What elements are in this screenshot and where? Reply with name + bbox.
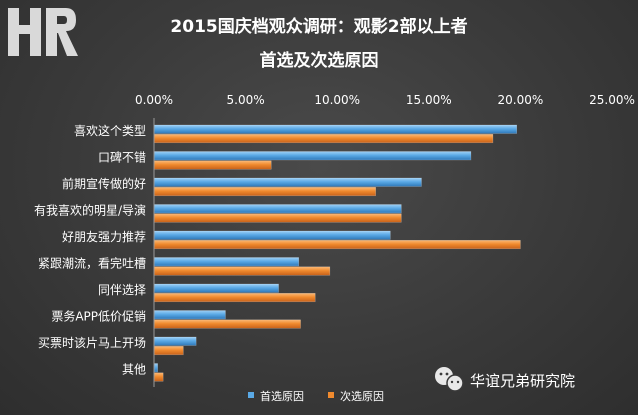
bar-first-choice [153,257,299,267]
category-label: 同伴选择 [98,283,146,297]
legend-swatch-second-choice [328,392,334,398]
category-label: 其他 [122,363,146,377]
bar-second-choice [153,319,301,329]
chart-title: 2015国庆档观众调研：观影2部以上者 [170,16,467,37]
legend-label-second-choice: 次选原因 [340,389,384,403]
bar-second-choice [153,213,402,223]
bar-first-choice [153,336,197,346]
bar-first-choice [153,230,391,240]
category-label: 买票时该片马上开场 [38,336,146,350]
category-label: 紧跟潮流，看完吐槽 [38,256,146,271]
x-tick-label: 20.00% [498,93,544,107]
bar-first-choice [153,204,402,214]
watermark: 华谊兄弟研究院 [435,367,575,392]
category-label: 喜欢这个类型 [74,123,146,138]
legend-label-first-choice: 首选原因 [260,389,304,403]
bar-second-choice [153,266,331,276]
bar-first-choice [153,177,422,187]
wechat-icon [435,367,464,392]
hr-logo [8,8,78,56]
x-tick-label: 5.00% [227,93,265,107]
bar-first-choice [153,310,226,320]
x-tick-label: 10.00% [314,93,360,107]
legend: 首选原因 次选原因 [248,389,384,403]
bar-second-choice [153,346,184,356]
bar-first-choice [153,283,279,293]
legend-swatch-first-choice [248,392,254,398]
bar-first-choice [153,151,472,161]
category-label: 有我喜欢的明星/导演 [34,203,146,218]
bar-second-choice [153,187,376,197]
bar-second-choice [153,160,272,170]
bar-second-choice [153,372,164,382]
x-tick-label: 0.00% [135,93,173,107]
category-label: 口碑不错 [98,150,146,165]
bar-second-choice [153,240,521,250]
bar-first-choice [153,363,158,373]
category-label: 票务APP低价促销 [51,309,146,324]
category-label: 好朋友强力推荐 [62,230,146,244]
x-tick-label: 25.00% [589,93,635,107]
bar-first-choice [153,124,517,134]
bar-second-choice [153,293,316,303]
bar-second-choice [153,134,494,144]
chart-subtitle: 首选及次选原因 [260,50,379,71]
category-label: 前期宣传做的好 [62,176,146,191]
watermark-text: 华谊兄弟研究院 [470,372,575,390]
x-tick-label: 15.00% [406,93,452,107]
